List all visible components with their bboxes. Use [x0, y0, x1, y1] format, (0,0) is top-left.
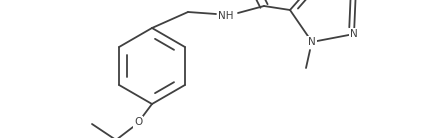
Text: NH: NH	[218, 11, 234, 21]
Text: O: O	[134, 117, 142, 127]
Text: N: N	[350, 29, 358, 39]
Text: N: N	[308, 37, 316, 47]
